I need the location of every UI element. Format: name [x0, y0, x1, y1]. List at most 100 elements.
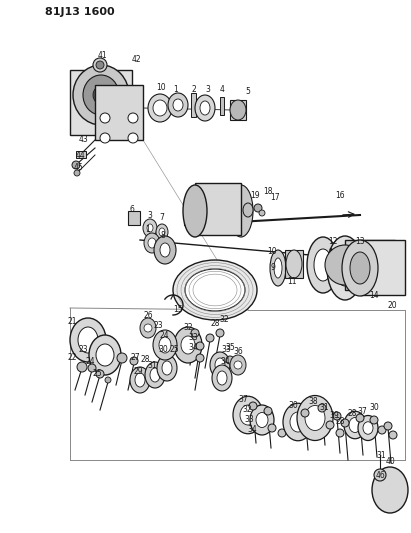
- Text: 7: 7: [159, 214, 164, 222]
- Ellipse shape: [358, 416, 378, 440]
- Ellipse shape: [200, 101, 210, 115]
- Text: 34: 34: [188, 343, 198, 352]
- Ellipse shape: [168, 93, 188, 117]
- Ellipse shape: [159, 228, 165, 236]
- Ellipse shape: [147, 224, 153, 232]
- Circle shape: [264, 407, 272, 415]
- Circle shape: [196, 342, 204, 350]
- Ellipse shape: [148, 94, 172, 122]
- Circle shape: [268, 424, 276, 432]
- Ellipse shape: [349, 417, 361, 432]
- Text: 10: 10: [267, 247, 277, 256]
- Circle shape: [74, 170, 80, 176]
- Bar: [76, 151, 86, 158]
- Circle shape: [326, 421, 334, 429]
- Circle shape: [389, 431, 397, 439]
- Ellipse shape: [156, 224, 168, 240]
- Text: 30: 30: [288, 400, 298, 409]
- Text: 21: 21: [67, 318, 77, 327]
- Circle shape: [249, 402, 257, 410]
- Circle shape: [301, 409, 309, 417]
- Bar: [230, 100, 246, 120]
- Text: 31: 31: [147, 360, 157, 369]
- Ellipse shape: [233, 396, 263, 434]
- Ellipse shape: [274, 258, 282, 278]
- Circle shape: [234, 361, 242, 369]
- Ellipse shape: [217, 371, 227, 385]
- Ellipse shape: [89, 335, 121, 375]
- Text: 38: 38: [308, 398, 318, 407]
- Text: 27: 27: [130, 353, 140, 362]
- Text: 37: 37: [357, 408, 367, 416]
- Circle shape: [259, 210, 265, 216]
- Bar: [285, 250, 303, 278]
- Text: 18: 18: [263, 188, 273, 197]
- Circle shape: [384, 422, 392, 430]
- Ellipse shape: [327, 236, 363, 300]
- Ellipse shape: [160, 243, 170, 257]
- Text: 41: 41: [97, 51, 107, 60]
- Circle shape: [196, 354, 204, 362]
- Circle shape: [100, 133, 110, 143]
- Text: 25: 25: [92, 368, 102, 377]
- Circle shape: [278, 429, 286, 437]
- Circle shape: [254, 204, 262, 212]
- Ellipse shape: [145, 362, 165, 388]
- Text: 28: 28: [210, 319, 220, 327]
- Text: 28: 28: [347, 408, 357, 417]
- Text: 36: 36: [233, 348, 243, 357]
- Text: 11: 11: [287, 278, 297, 287]
- Circle shape: [105, 377, 111, 383]
- Text: 31: 31: [376, 450, 386, 459]
- Text: 6: 6: [129, 206, 134, 214]
- Text: 29: 29: [133, 367, 143, 376]
- Circle shape: [88, 364, 96, 372]
- Text: 33: 33: [244, 416, 254, 424]
- Ellipse shape: [96, 344, 114, 366]
- Ellipse shape: [162, 361, 172, 375]
- Ellipse shape: [240, 405, 256, 425]
- Text: 39: 39: [329, 410, 339, 419]
- Text: 3: 3: [148, 211, 152, 220]
- Circle shape: [96, 370, 104, 378]
- Circle shape: [374, 469, 386, 481]
- Ellipse shape: [143, 219, 157, 237]
- Ellipse shape: [342, 240, 378, 296]
- Circle shape: [341, 248, 349, 256]
- Text: 35: 35: [225, 343, 235, 352]
- Ellipse shape: [212, 365, 232, 391]
- Circle shape: [93, 58, 107, 72]
- Ellipse shape: [130, 367, 150, 393]
- Ellipse shape: [173, 99, 183, 111]
- Ellipse shape: [83, 75, 119, 115]
- Text: 33: 33: [221, 345, 231, 354]
- Ellipse shape: [135, 373, 145, 387]
- Text: 20: 20: [387, 301, 397, 310]
- Ellipse shape: [283, 403, 313, 441]
- Bar: [191, 93, 196, 117]
- Circle shape: [191, 329, 199, 337]
- Text: 43: 43: [78, 135, 88, 144]
- Text: 40: 40: [385, 457, 395, 466]
- Bar: [70, 70, 132, 135]
- Text: 13: 13: [355, 238, 365, 246]
- Ellipse shape: [93, 86, 109, 104]
- Text: 45: 45: [73, 164, 83, 173]
- Ellipse shape: [230, 100, 246, 120]
- Ellipse shape: [297, 395, 333, 440]
- Ellipse shape: [157, 355, 177, 381]
- Text: 30: 30: [369, 403, 379, 413]
- Circle shape: [216, 329, 224, 337]
- Ellipse shape: [144, 233, 160, 253]
- Text: 33: 33: [188, 334, 198, 343]
- Text: •: •: [327, 245, 333, 255]
- Text: 1: 1: [173, 85, 178, 94]
- Ellipse shape: [159, 337, 171, 353]
- Circle shape: [336, 429, 344, 437]
- Text: 23: 23: [153, 320, 163, 329]
- Bar: [128, 211, 140, 225]
- Bar: [360, 240, 405, 295]
- Ellipse shape: [73, 65, 129, 125]
- Text: 34: 34: [247, 425, 257, 434]
- Ellipse shape: [270, 250, 286, 286]
